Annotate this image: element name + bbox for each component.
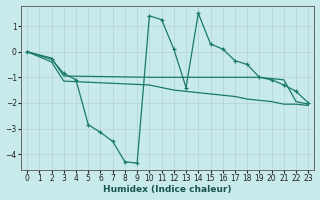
X-axis label: Humidex (Indice chaleur): Humidex (Indice chaleur) — [103, 185, 232, 194]
